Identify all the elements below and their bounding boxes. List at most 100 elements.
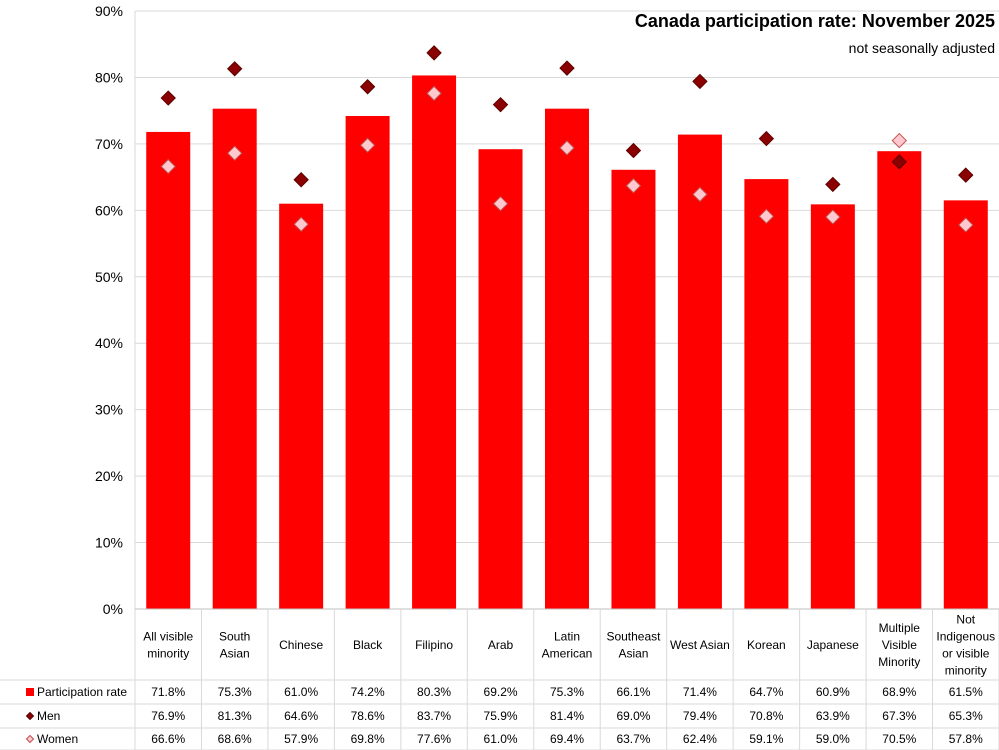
data-table: Participation rate 71.8% 75.3% 61.0% 74.2% 80… xyxy=(0,609,999,750)
men-marker xyxy=(758,130,775,147)
men-marker xyxy=(559,60,575,76)
category-label: Multiple xyxy=(879,621,921,635)
y-tick-label: 70% xyxy=(95,136,123,152)
y-tick-label: 60% xyxy=(95,202,123,218)
men-marker xyxy=(160,90,176,106)
table-cell: 75.3% xyxy=(218,685,252,699)
category-label: Not xyxy=(956,613,975,627)
y-tick-label: 50% xyxy=(95,269,123,285)
table-cell: 75.9% xyxy=(484,709,518,723)
table-cell: 63.7% xyxy=(616,732,650,746)
category-label: Black xyxy=(353,638,383,652)
table-cell: 67.3% xyxy=(882,709,916,723)
bar xyxy=(810,204,855,609)
table-cell: 76.9% xyxy=(151,709,185,723)
table-cell: 57.9% xyxy=(284,732,318,746)
category-label: Japanese xyxy=(807,638,859,652)
bar xyxy=(611,169,656,609)
women-marker xyxy=(625,178,642,194)
category-label: Minority xyxy=(878,655,920,669)
table-row-label: Participation rate xyxy=(37,685,127,699)
women-marker xyxy=(492,195,509,212)
men-marker xyxy=(226,61,243,77)
table-cell: 78.6% xyxy=(351,709,385,723)
women-marker xyxy=(825,209,841,225)
chart-title: Canada participation rate: November 2025 xyxy=(634,11,995,31)
women-marker xyxy=(293,216,309,232)
category-label: Visible xyxy=(882,638,917,652)
men-marker xyxy=(825,176,841,193)
table-cell: 61.0% xyxy=(284,685,318,699)
table-cell: 80.3% xyxy=(417,685,451,699)
bar xyxy=(279,203,324,609)
table-cell: 81.3% xyxy=(218,709,252,723)
bar xyxy=(345,115,390,609)
y-tick-label: 30% xyxy=(95,402,123,418)
table-cell: 64.7% xyxy=(749,685,783,699)
table-cell: 59.0% xyxy=(816,732,850,746)
table-row-label: Men xyxy=(37,709,60,723)
table-cell: 70.8% xyxy=(749,709,783,723)
men-marker xyxy=(891,154,908,170)
men-marker xyxy=(492,96,509,113)
table-cell: 69.4% xyxy=(550,732,584,746)
table-cell: 62.4% xyxy=(683,732,717,746)
category-label: Indigenous xyxy=(936,630,995,644)
chart-subtitle: not seasonally adjusted xyxy=(848,40,995,56)
bar xyxy=(212,108,257,609)
y-tick-label: 20% xyxy=(95,468,123,484)
women-marker xyxy=(891,132,908,149)
men-marker xyxy=(625,142,642,159)
y-tick-label: 0% xyxy=(103,601,123,617)
y-tick-label: 10% xyxy=(95,535,123,551)
category-label: Chinese xyxy=(279,638,323,652)
table-cell: 69.8% xyxy=(351,732,385,746)
category-label: Southeast xyxy=(606,630,661,644)
table-cell: 75.3% xyxy=(550,685,584,699)
women-marker xyxy=(559,140,575,156)
women-marker xyxy=(426,85,442,102)
table-cell: 59.1% xyxy=(749,732,783,746)
y-tick-label: 80% xyxy=(95,69,123,85)
table-cell: 74.2% xyxy=(351,685,385,699)
category-label: minority xyxy=(147,647,189,661)
table-cell: 81.4% xyxy=(550,709,584,723)
bar xyxy=(943,200,988,609)
category-label: Korean xyxy=(747,638,786,652)
women-marker xyxy=(226,145,243,161)
category-label: or visible xyxy=(942,647,990,661)
category-label: minority xyxy=(945,664,987,678)
table-cell: 60.9% xyxy=(816,685,850,699)
bar xyxy=(545,108,589,609)
table-cell: 68.9% xyxy=(882,685,916,699)
category-label: South xyxy=(219,630,250,644)
bar xyxy=(478,149,523,609)
bar-layer xyxy=(146,75,988,610)
table-cell: 61.5% xyxy=(949,685,983,699)
men-marker xyxy=(426,45,442,61)
men-marker xyxy=(359,79,376,95)
table-cell: 79.4% xyxy=(683,709,717,723)
table-cell: 71.4% xyxy=(683,685,717,699)
table-cell: 63.9% xyxy=(816,709,850,723)
y-tick-label: 90% xyxy=(95,3,123,19)
table-cell: 70.5% xyxy=(882,732,916,746)
legend-key-women xyxy=(25,734,35,744)
legend-key-participation xyxy=(26,688,34,696)
axis-layer: 0% 10% 20% 30% 40% 50% 60% 70% 80% 90% All visible… xyxy=(95,3,999,678)
category-label: Filipino xyxy=(415,638,453,652)
category-label: Arab xyxy=(488,638,514,652)
bar xyxy=(146,131,191,609)
y-tick-label: 40% xyxy=(95,335,123,351)
category-label: Asian xyxy=(618,647,648,661)
legend-key-men xyxy=(25,711,35,721)
category-label: Asian xyxy=(220,647,250,661)
table-cell: 83.7% xyxy=(417,709,451,723)
men-marker xyxy=(293,172,309,188)
category-label: All visible xyxy=(143,630,193,644)
bar xyxy=(677,134,722,609)
category-label: Latin xyxy=(554,630,580,644)
table-row-label: Women xyxy=(37,732,78,746)
category-label: American xyxy=(542,647,593,661)
